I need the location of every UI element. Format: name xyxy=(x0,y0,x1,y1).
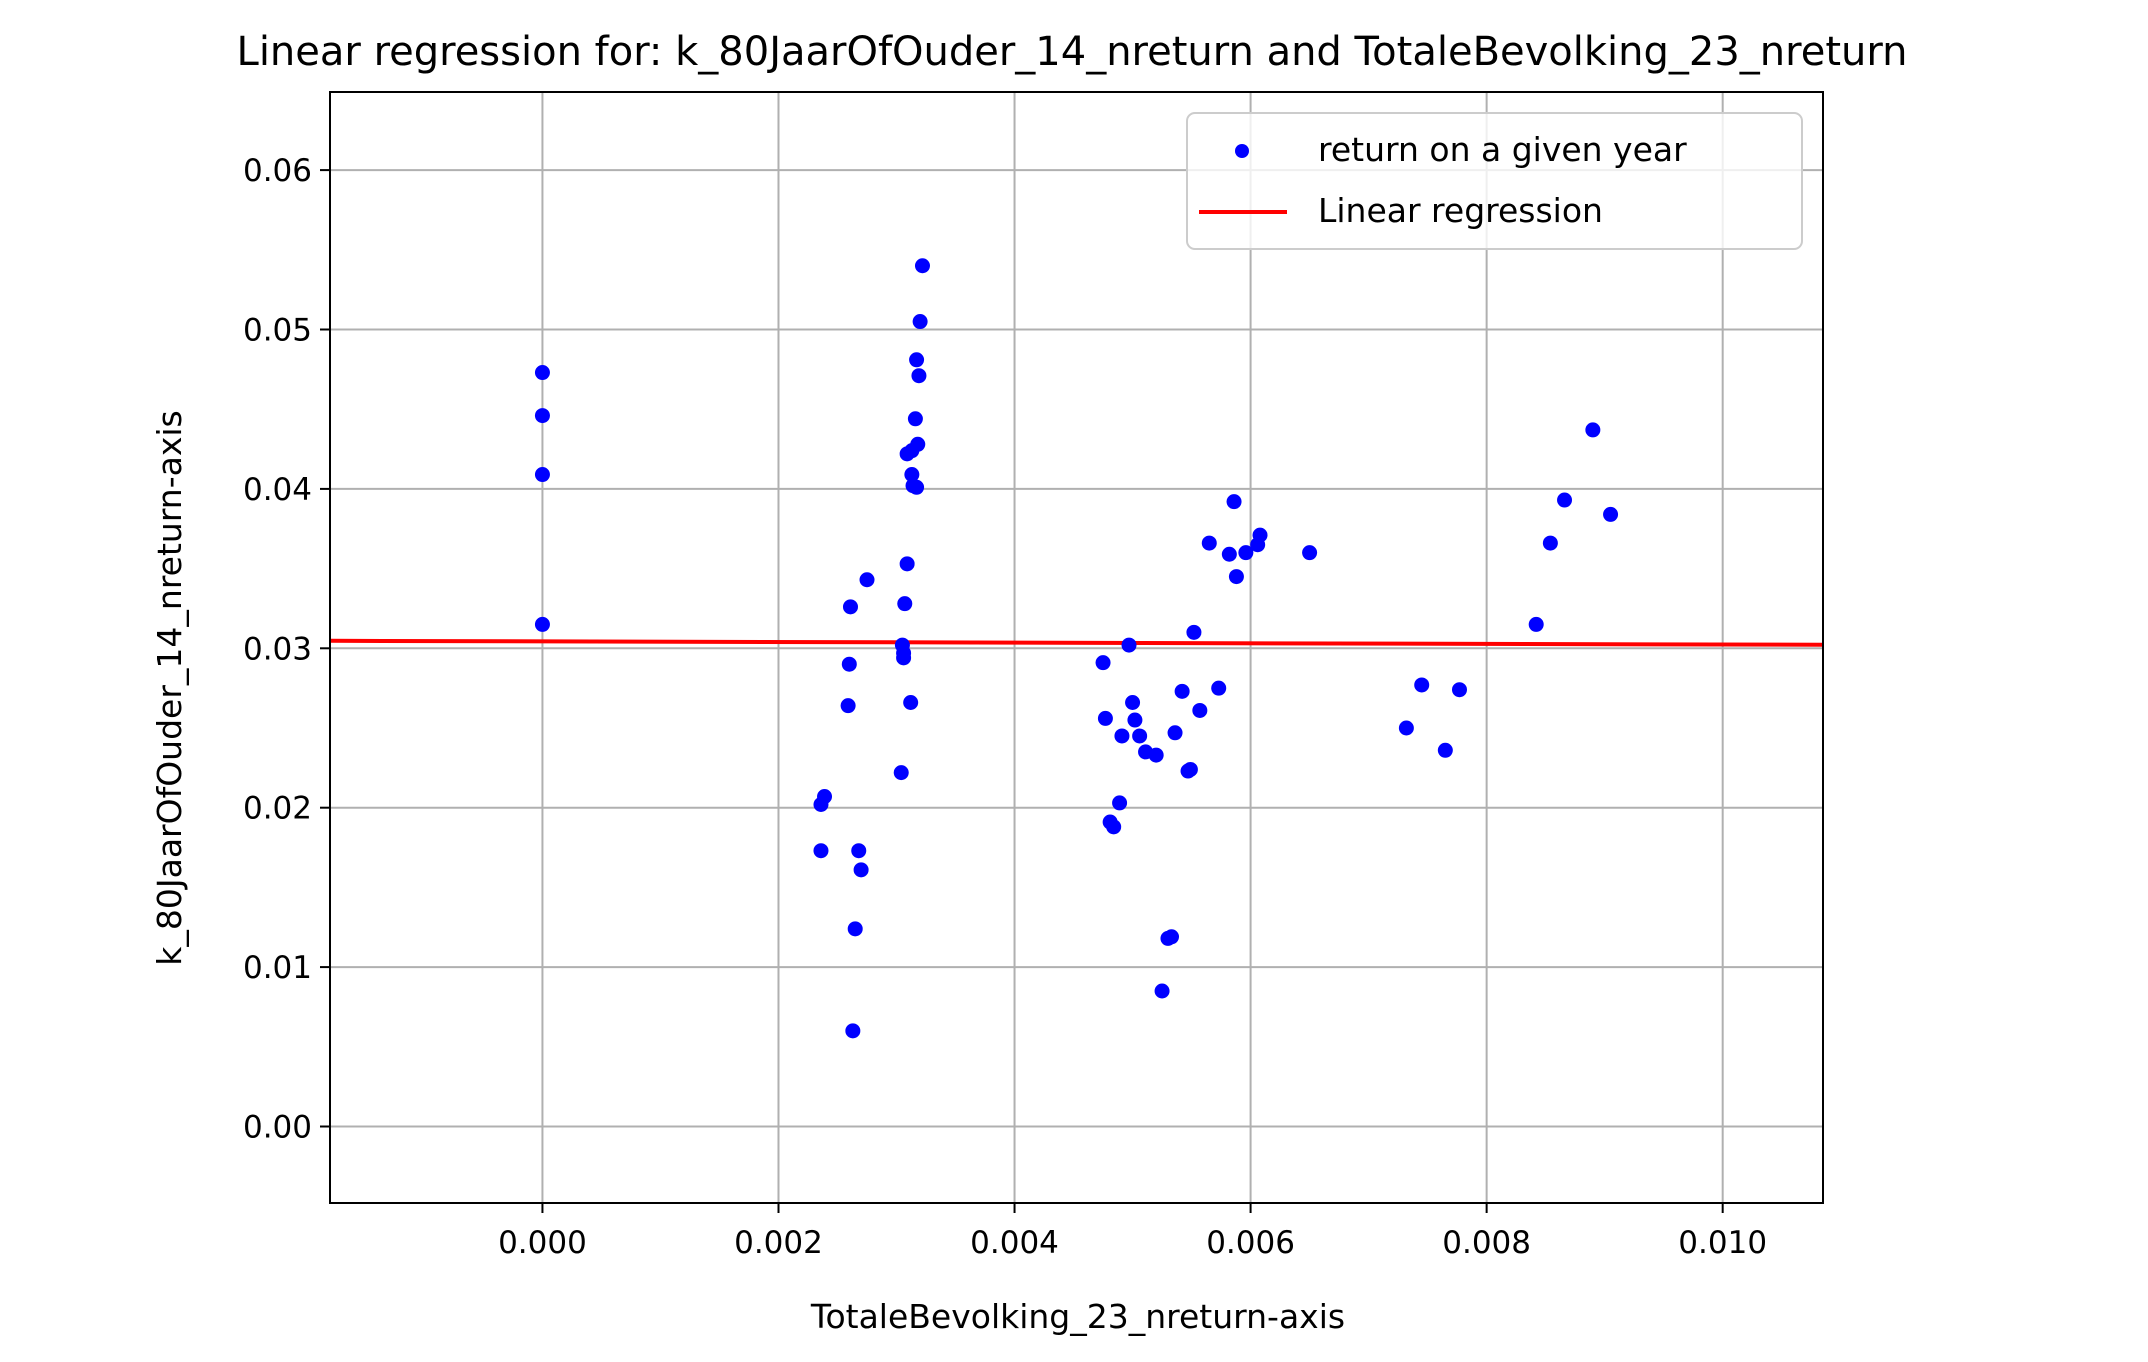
scatter-point xyxy=(911,368,927,384)
scatter-point xyxy=(1451,682,1467,698)
scatter-points xyxy=(534,258,1619,1039)
scatter-point xyxy=(1528,616,1544,632)
scatter-point xyxy=(1585,422,1601,438)
regression-line xyxy=(329,638,1824,647)
scatter-point xyxy=(897,596,913,612)
legend: return on a given year Linear regression xyxy=(1186,112,1803,250)
x-tick-label: 0.002 xyxy=(734,1225,823,1261)
x-tick-label: 0.006 xyxy=(1206,1225,1295,1261)
scatter-point xyxy=(1174,683,1190,699)
scatter-point xyxy=(1097,710,1113,726)
scatter-point xyxy=(899,556,915,572)
scatter-point xyxy=(1182,761,1198,777)
x-tick-label: 0.008 xyxy=(1442,1225,1531,1261)
scatter-point xyxy=(903,694,919,710)
scatter-point xyxy=(1252,527,1268,543)
y-tick-label: 0.05 xyxy=(243,313,312,349)
scatter-point xyxy=(904,467,920,483)
scatter-point xyxy=(813,843,829,859)
legend-marker-scatter xyxy=(1235,144,1249,158)
grid-lines xyxy=(330,92,1823,1203)
scatter-point xyxy=(909,352,925,368)
y-tick-label: 0.02 xyxy=(243,791,312,827)
scatter-point xyxy=(853,862,869,878)
scatter-point xyxy=(1112,795,1128,811)
scatter-point xyxy=(912,314,928,330)
scatter-point xyxy=(910,436,926,452)
scatter-point xyxy=(534,616,550,632)
chart-title: Linear regression for: k_80JaarOfOuder_1… xyxy=(237,29,1908,75)
scatter-point xyxy=(859,572,875,588)
scatter-point xyxy=(1121,637,1137,653)
scatter-point xyxy=(1095,655,1111,671)
scatter-point xyxy=(534,408,550,424)
x-tick-label: 0.010 xyxy=(1678,1225,1767,1261)
scatter-point xyxy=(1603,506,1619,522)
y-tick-label: 0.06 xyxy=(243,153,312,189)
x-axis-label: TotaleBevolking_23_nreturn-axis xyxy=(810,1297,1345,1336)
scatter-point xyxy=(1192,702,1208,718)
y-tick-label: 0.04 xyxy=(243,472,312,508)
scatter-point xyxy=(847,921,863,937)
scatter-point xyxy=(893,765,909,781)
scatter-point xyxy=(1221,546,1237,562)
y-tick-label: 0.03 xyxy=(243,631,312,667)
x-axis-ticks: 0.000 0.002 0.004 0.006 0.008 0.010 xyxy=(498,1203,1767,1261)
scatter-point xyxy=(1238,545,1254,561)
y-axis-label: k_80JaarOfOuder_14_nreturn-axis xyxy=(150,410,189,965)
scatter-point xyxy=(896,645,912,661)
legend-box xyxy=(1186,112,1803,250)
scatter-point xyxy=(845,1023,861,1039)
scatter-point xyxy=(1127,712,1143,728)
scatter-point xyxy=(1148,747,1164,763)
scatter-point xyxy=(1114,728,1130,744)
scatter-point xyxy=(1302,545,1318,561)
scatter-point xyxy=(1226,494,1242,510)
scatter-point xyxy=(534,365,550,381)
scatter-point xyxy=(1167,725,1183,741)
scatter-point xyxy=(1106,819,1122,835)
scatter-point xyxy=(909,479,925,495)
scatter-point xyxy=(1125,694,1141,710)
legend-label-scatter: return on a given year xyxy=(1318,130,1687,169)
scatter-point xyxy=(1154,983,1170,999)
scatter-point xyxy=(842,599,858,615)
scatter-point xyxy=(1398,720,1414,736)
scatter-point xyxy=(817,789,833,805)
scatter-point xyxy=(1414,677,1430,693)
y-tick-label: 0.00 xyxy=(243,1109,312,1145)
scatter-point xyxy=(840,698,856,714)
y-axis-ticks: 0.00 0.01 0.02 0.03 0.04 0.05 0.06 xyxy=(243,153,330,1145)
regression-layer xyxy=(329,638,1824,647)
scatter-point xyxy=(914,258,930,274)
y-tick-label: 0.01 xyxy=(243,950,312,986)
scatter-point xyxy=(1164,929,1180,945)
scatter-point xyxy=(1201,535,1217,551)
scatter-point xyxy=(851,843,867,859)
scatter-point xyxy=(1211,680,1227,696)
scatter-point xyxy=(1228,569,1244,585)
x-tick-label: 0.004 xyxy=(970,1225,1059,1261)
scatter-point xyxy=(534,467,550,483)
legend-label-regression: Linear regression xyxy=(1318,191,1603,230)
x-tick-label: 0.000 xyxy=(498,1225,587,1261)
scatter-point xyxy=(1132,728,1148,744)
scatter-point xyxy=(1542,535,1558,551)
scatter-point xyxy=(841,656,857,672)
scatter-point xyxy=(1437,742,1453,758)
scatter-point xyxy=(907,411,923,427)
scatter-point xyxy=(1186,624,1202,640)
scatter-point xyxy=(1557,492,1573,508)
